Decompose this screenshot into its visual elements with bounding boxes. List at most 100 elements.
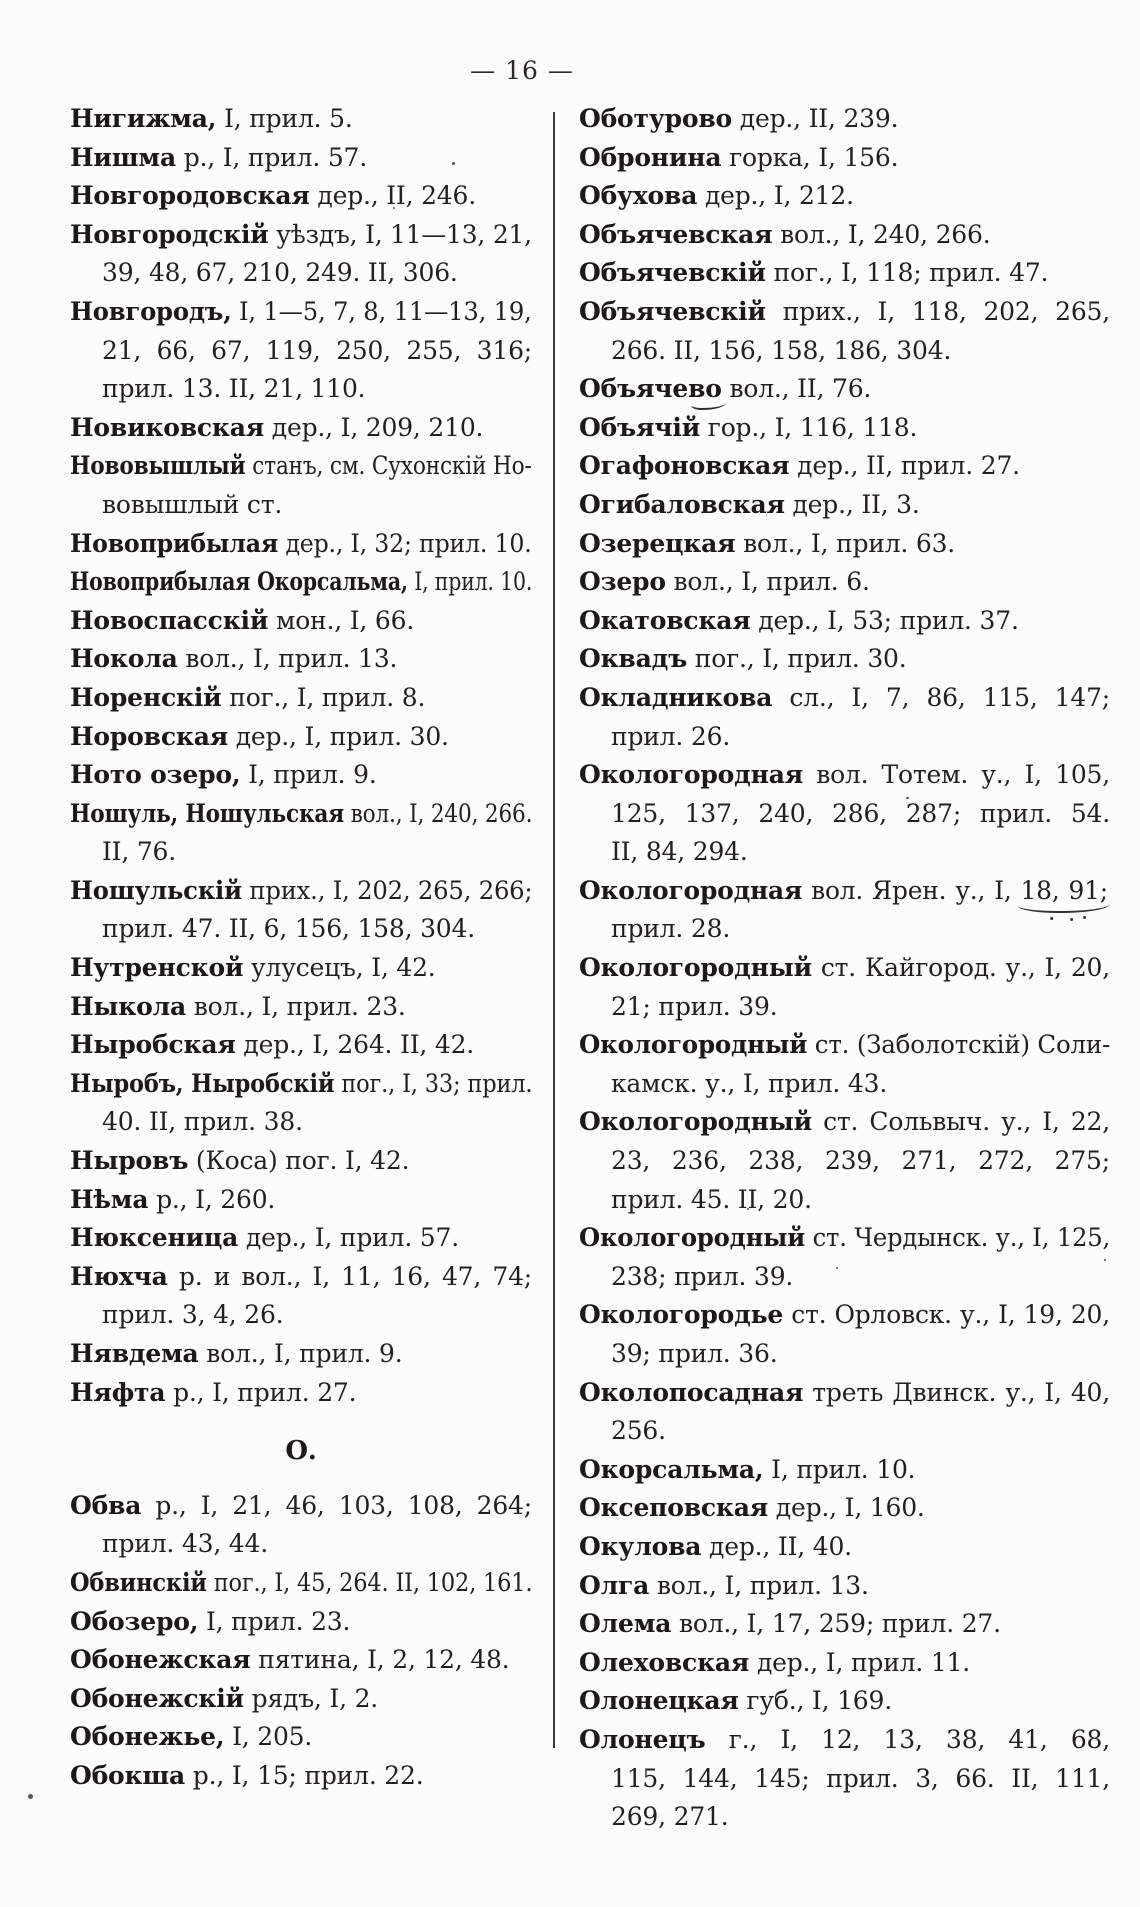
index-entry: Оксеповская дер., I, 160. — [579, 1489, 1110, 1528]
entry-line: Новоприбылая дер., I, 32; прил. 10. — [70, 525, 532, 564]
entry-line: вовышлый ст. — [70, 486, 532, 525]
entry-line: Объячевскій прих., I, 118, 202, 265, — [579, 293, 1110, 332]
entry-line: Ныкола вол., I, прил. 23. — [70, 988, 532, 1027]
index-entry: Нововышлый станъ, см. Сухонскій Но-вовыш… — [70, 447, 532, 524]
index-entry: Обва р., I, 21, 46, 103, 108, 264; прил. … — [70, 1487, 532, 1564]
index-entry: Норенскій пог., I, прил. 8. — [70, 679, 532, 718]
entry-line: 266. II, 156, 158, 186, 304. — [579, 332, 1110, 371]
entry-text: улусецъ, I, 42. — [243, 953, 436, 983]
entry-line: Оквадъ пог., I, прил. 30. — [579, 640, 1110, 679]
entry-headword: Норовская — [70, 721, 228, 751]
entry-line: Обокша р., I, 15; прил. 22. — [70, 1757, 532, 1796]
entry-text: дер., I, прил. 11. — [749, 1647, 971, 1677]
index-entry: Озеро вол., I, прил. 6. — [579, 563, 1110, 602]
entry-text: пог., I, 33; прил. — [334, 1068, 533, 1098]
entry-text: вол., I, 17, 259; прил. 27. — [671, 1609, 1001, 1639]
entry-line: Окатовская дер., I, 53; прил. 37. — [579, 602, 1110, 641]
index-entry: Ношульскій прих., I, 202, 265, 266; прил.… — [70, 872, 533, 949]
entry-headword: Ното озеро, — [70, 760, 241, 790]
entry-text: 238; прил. 39. — [611, 1261, 794, 1291]
entry-text: вол., I, 240, 266. — [343, 798, 533, 828]
index-entry: Обонежская пятина, I, 2, 12, 48. — [70, 1641, 532, 1680]
entry-text: горка, I, 156. — [721, 142, 899, 172]
entry-line: Окологородье ст. Орловск. у., I, 19, 20, — [579, 1296, 1110, 1335]
entry-text: I, прил. 9. — [240, 760, 377, 790]
entry-headword: Окологородный — [579, 1223, 806, 1253]
entry-line: Няфта р., I, прил. 27. — [70, 1374, 532, 1413]
entry-text: I, прил. 10. — [407, 567, 533, 597]
index-entry: Нутренской улусецъ, I, 42. — [70, 949, 532, 988]
entry-text: р., I, 260. — [148, 1184, 276, 1214]
entry-line: II, 84, 294. — [579, 833, 1110, 872]
entry-line: Нутренской улусецъ, I, 42. — [70, 949, 532, 988]
index-entry: Окулова дер., II, 40. — [579, 1528, 1110, 1567]
entry-line: 21; прил. 39. — [579, 988, 1110, 1027]
entry-headword: Объячевскій — [579, 296, 766, 326]
entry-text: 40. II, прил. 38. — [102, 1107, 303, 1137]
entry-line: Олонецкая губ., I, 169. — [579, 1682, 1110, 1721]
entry-text: 266. II, 156, 158, 186, 304. — [611, 335, 952, 365]
entry-text: пог., I, прил. 8. — [221, 682, 426, 712]
entry-text: I, прил. 23. — [198, 1606, 351, 1636]
entry-line: Окологородный ст. Кайгород. у., I, 20, — [579, 949, 1110, 988]
ink-speck — [855, 1748, 857, 1750]
entry-text: 23, 236, 238, 239, 271, 272, 275; — [611, 1146, 1110, 1176]
entry-line: Озеро вол., I, прил. 6. — [579, 563, 1110, 602]
entry-line: Окорсальма, I, прил. 10. — [579, 1451, 1110, 1490]
entry-line: Обва р., I, 21, 46, 103, 108, 264; — [70, 1487, 532, 1526]
entry-line: Окологородный ст. (Заболотскій) Соли- — [579, 1026, 1110, 1065]
index-entry: Окладникова сл., I, 7, 86, 115, 147; прил… — [579, 679, 1110, 756]
entry-headword: Новгородовская — [70, 181, 310, 211]
entry-headword: Оксеповская — [579, 1493, 769, 1523]
entry-line: Олонецъ г., I, 12, 13, 38, 41, 68, — [579, 1721, 1110, 1760]
entry-text: 125, 137, 240, 286, 287; прил. 54. — [611, 798, 1110, 828]
entry-text: р., I, 15; прил. 22. — [185, 1760, 424, 1790]
entry-text: 115, 144, 145; прил. 3, 66. II, 111, — [611, 1763, 1110, 1793]
entry-text: камск. у., I, прил. 43. — [611, 1068, 888, 1098]
entry-text: II, 84, 294. — [611, 837, 748, 867]
index-entry: Олонецъ г., I, 12, 13, 38, 41, 68, 115, 1… — [579, 1721, 1110, 1837]
entry-line: Окологородная вол. Ярен. у., I, 18, 91; — [579, 872, 1108, 911]
entry-text: прил. 28. — [611, 914, 731, 944]
entry-headword: Окологородный — [579, 1030, 808, 1060]
entry-text: дер., I, 32; прил. 10. — [278, 528, 532, 558]
entry-line: Олеховская дер., I, прил. 11. — [579, 1644, 1110, 1683]
entry-headword: Олема — [579, 1609, 672, 1639]
entry-text: прил. 3, 4, 26. — [102, 1300, 284, 1330]
entry-headword: Окологородный — [579, 1107, 812, 1137]
entry-headword: Озерецкая — [579, 528, 736, 558]
entry-text: вол., II, 76. — [721, 374, 872, 404]
entry-text: дер., II, 40. — [701, 1531, 852, 1561]
entry-line: Новгородскій уѣздъ, I, 11—13, 21, — [70, 216, 532, 255]
entry-line: Новоспасскій мон., I, 66. — [70, 602, 532, 641]
index-entry: Новоприбылая Окорсальма, I, прил. 10. — [70, 563, 532, 602]
entry-headword: Новгородъ, — [70, 296, 232, 326]
entry-headword: Оквадъ — [579, 644, 688, 674]
entry-line: 238; прил. 39. — [579, 1258, 1110, 1297]
entry-text: прил. 45. II, 20. — [611, 1184, 812, 1214]
entry-line: Оботурово дер., II, 239. — [579, 100, 1110, 139]
entry-line: Ното озеро, I, прил. 9. — [70, 756, 532, 795]
ink-speck — [28, 1794, 33, 1799]
index-entry: Новоспасскій мон., I, 66. — [70, 602, 532, 641]
entry-text: 39, 48, 67, 210, 249. II, 306. — [102, 258, 458, 288]
entry-headword: Окологородная — [579, 760, 803, 790]
entry-headword: Огафоновская — [579, 451, 790, 481]
entry-headword: Нявдема — [70, 1339, 199, 1368]
entry-headword: Норенскій — [70, 682, 222, 712]
entry-headword: Обонежье, — [70, 1722, 225, 1752]
index-entry: Околопосадная треть Двинск. у., I, 40, 25… — [579, 1374, 1110, 1451]
entry-line: прил. 3, 4, 26. — [70, 1296, 532, 1335]
entry-headword: Объячевскій — [579, 258, 766, 288]
entry-headword: Олеховская — [579, 1647, 750, 1677]
entry-line: Огафоновская дер., II, прил. 27. — [579, 447, 1110, 486]
index-entry: Норовская дер., I, прил. 30. — [70, 718, 532, 757]
entry-headword: Нигижма, — [70, 104, 217, 133]
entry-line: Околопосадная треть Двинск. у., I, 40, — [579, 1374, 1110, 1413]
entry-headword: Новоприбылая Окорсальма, — [70, 567, 408, 597]
entry-headword: Окологородный — [579, 953, 812, 983]
index-entry: Окологородный ст. Кайгород. у., I, 20, 21… — [579, 949, 1110, 1026]
entry-line: прил. 13. II, 21, 110. — [70, 370, 532, 409]
entry-text: уѣздъ, I, 11—13, 21, — [268, 219, 532, 249]
